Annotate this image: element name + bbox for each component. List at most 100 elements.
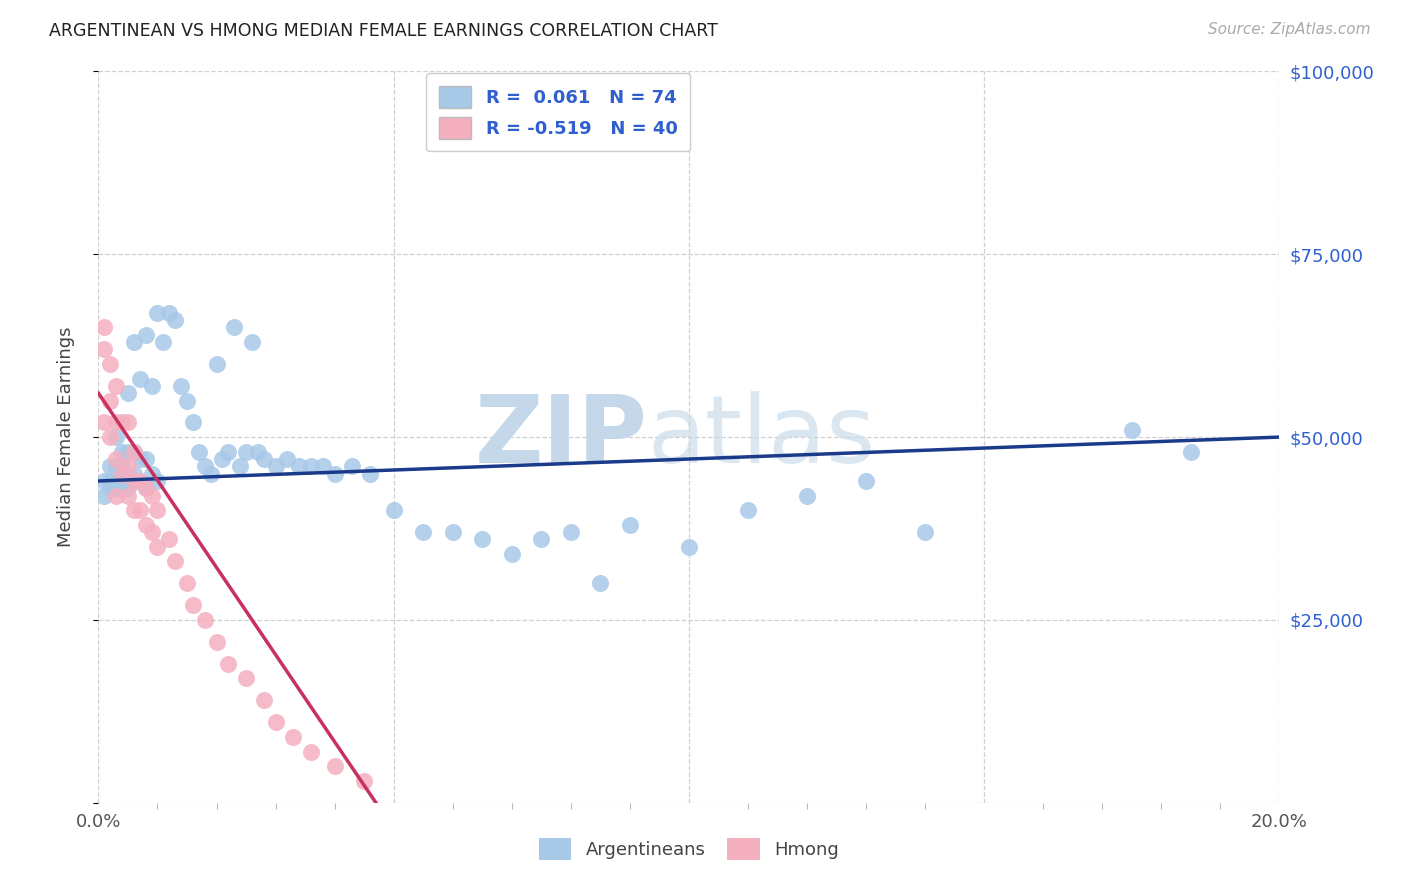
Point (122, 474, 145, 488)
Point (441, 525, 464, 540)
Point (359, 467, 381, 481)
Point (93, 416, 115, 430)
Point (205, 357, 228, 371)
Point (98, 430, 121, 444)
Point (264, 715, 287, 730)
Point (135, 481, 157, 495)
Point (253, 693, 276, 707)
Point (135, 452, 157, 467)
Point (170, 379, 193, 393)
Point (98, 357, 121, 371)
Point (105, 474, 128, 488)
Point (93, 343, 115, 357)
Point (146, 540, 169, 554)
Point (205, 635, 228, 649)
Point (211, 452, 233, 467)
Point (283, 730, 305, 744)
Point (105, 430, 128, 444)
Point (105, 489, 128, 503)
Point (141, 379, 163, 393)
Point (855, 474, 877, 488)
Point (98, 474, 121, 488)
Point (382, 503, 405, 517)
Point (146, 503, 169, 517)
Point (530, 533, 553, 547)
Point (678, 540, 700, 554)
Point (246, 444, 269, 458)
Point (229, 459, 252, 474)
Point (117, 467, 139, 481)
Point (181, 599, 204, 613)
Point (323, 467, 346, 481)
Point (165, 313, 187, 327)
Point (135, 481, 157, 495)
Y-axis label: Median Female Earnings: Median Female Earnings (56, 326, 75, 548)
Point (117, 444, 139, 458)
Point (342, 459, 364, 474)
Point (737, 503, 759, 517)
Point (135, 327, 157, 342)
Point (288, 459, 311, 474)
Text: ZIP: ZIP (475, 391, 648, 483)
Point (117, 489, 139, 503)
Point (128, 371, 150, 385)
Point (111, 459, 134, 474)
Point (141, 467, 163, 481)
Legend: Argentineans, Hmong: Argentineans, Hmong (531, 830, 846, 867)
Point (353, 773, 375, 788)
Text: atlas: atlas (648, 391, 876, 483)
Point (1180, 444, 1202, 458)
Point (619, 517, 641, 532)
Point (412, 525, 434, 540)
Point (146, 474, 169, 488)
Point (98, 393, 121, 408)
Point (560, 525, 582, 540)
Point (276, 452, 298, 467)
Point (93, 489, 115, 503)
Point (105, 416, 128, 430)
Point (217, 657, 239, 671)
Point (141, 489, 163, 503)
Point (122, 444, 145, 458)
Point (796, 489, 818, 503)
Point (217, 444, 239, 458)
Point (111, 416, 134, 430)
Point (299, 745, 322, 759)
Text: Source: ZipAtlas.com: Source: ZipAtlas.com (1208, 22, 1371, 37)
Point (176, 576, 198, 591)
Point (111, 481, 134, 495)
Point (235, 444, 257, 458)
Point (98, 481, 121, 495)
Point (117, 416, 139, 430)
Point (253, 452, 276, 467)
Point (117, 474, 139, 488)
Point (264, 459, 287, 474)
Point (111, 444, 134, 458)
Point (1121, 423, 1143, 437)
Point (146, 306, 169, 320)
Point (312, 459, 335, 474)
Point (122, 334, 145, 349)
Point (122, 503, 145, 517)
Point (200, 467, 222, 481)
Point (224, 320, 246, 334)
Point (93, 474, 115, 488)
Point (111, 467, 134, 481)
Point (105, 481, 128, 495)
Point (98, 459, 121, 474)
Point (122, 474, 145, 488)
Point (117, 386, 139, 401)
Point (501, 547, 523, 561)
Point (152, 334, 174, 349)
Point (117, 459, 139, 474)
Point (117, 481, 139, 495)
Point (105, 379, 128, 393)
Point (323, 759, 346, 773)
Point (157, 306, 180, 320)
Point (93, 320, 115, 334)
Point (122, 467, 145, 481)
Point (471, 533, 494, 547)
Text: ARGENTINEAN VS HMONG MEDIAN FEMALE EARNINGS CORRELATION CHART: ARGENTINEAN VS HMONG MEDIAN FEMALE EARNI… (49, 22, 718, 40)
Point (128, 474, 150, 488)
Point (235, 672, 257, 686)
